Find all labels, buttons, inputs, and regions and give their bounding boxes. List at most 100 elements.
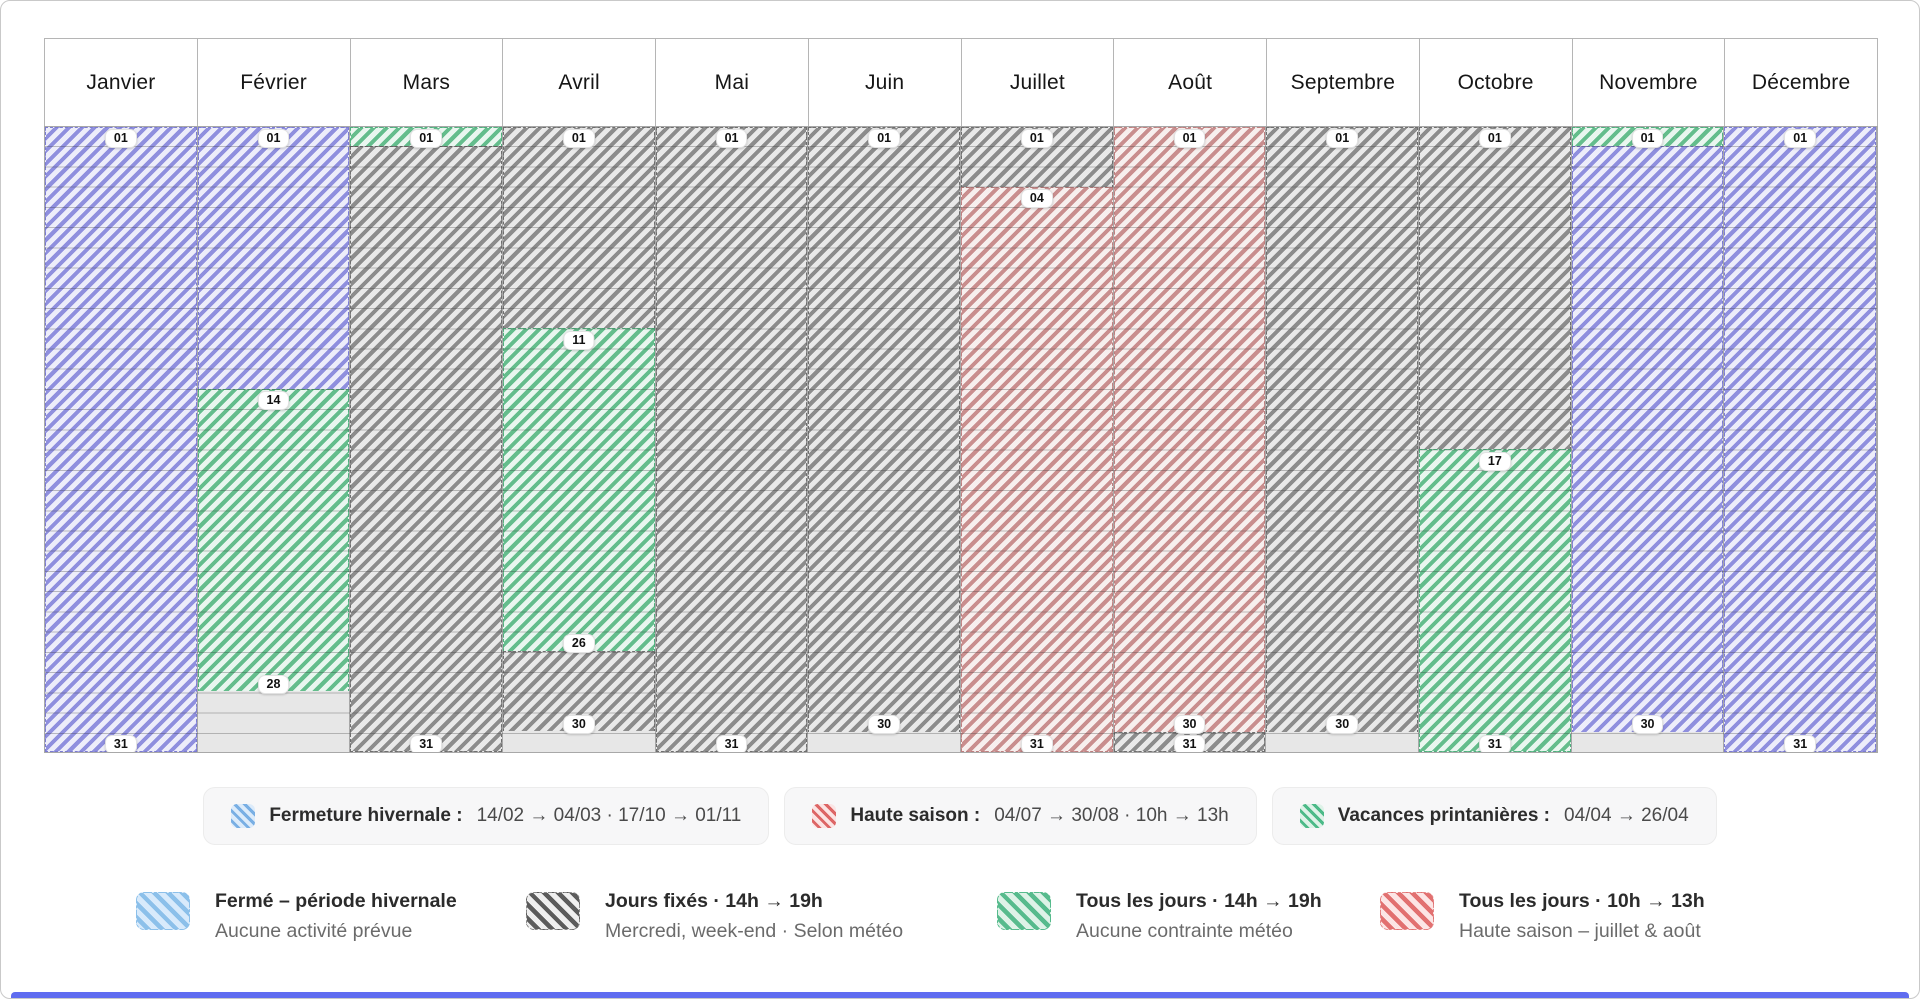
summary-badge-high[interactable]: Haute saison : 04/07 → 30/08 · 10h → 13h <box>784 787 1257 845</box>
day-label: 01 <box>715 128 748 148</box>
summary-badge-daily[interactable]: Vacances printanières : 04/04 → 26/04 <box>1271 787 1717 845</box>
day-label: 01 <box>1478 128 1511 148</box>
period-segment-none[interactable] <box>1266 731 1419 752</box>
summary-badge-closed[interactable]: Fermeture hivernale : 14/02 → 04/03 · 17/… <box>203 787 770 845</box>
legend-subtitle: Mercredi, week-end · Selon météo <box>605 920 904 942</box>
period-segment-none[interactable] <box>1571 731 1724 752</box>
month-column-fevrier: 01 14 28 <box>197 127 351 752</box>
badge-value: 14/02 → 04/03 · 17/10 → 01/11 <box>476 805 742 826</box>
month-header-row: Janvier Février Mars Avril Mai Juin Juillet Aoû… <box>44 38 1878 126</box>
month-column-octobre: 01 17 31 <box>1419 127 1572 752</box>
month-header-fevrier: Février <box>198 39 351 126</box>
period-segment-daily[interactable] <box>197 388 350 693</box>
month-header-aout: Août <box>1114 39 1267 126</box>
month-header-septembre: Septembre <box>1267 39 1420 126</box>
month-column-janvier: 01 31 <box>45 127 198 752</box>
legend-subtitle: Aucune contrainte météo <box>1076 920 1293 942</box>
daily-hatch-icon <box>1299 804 1324 828</box>
legend-subtitle: Haute saison – juillet & août <box>1459 920 1701 942</box>
period-segment-fixed[interactable] <box>1266 127 1419 733</box>
day-label: 30 <box>1173 715 1206 735</box>
period-segment-closed[interactable] <box>45 127 197 752</box>
day-label: 14 <box>257 391 290 411</box>
month-column-juillet: 01 04 31 <box>961 127 1114 752</box>
high-season-hatch-icon <box>812 804 837 828</box>
legend-row: Fermé – période hivernale Aucune activité… <box>1 890 1919 976</box>
legend-title: Fermé – période hivernale <box>215 890 457 912</box>
legend-subtitle: Aucune activité prévue <box>215 920 413 942</box>
legend-text: Fermé – période hivernale Aucune activité… <box>215 890 457 943</box>
day-label: 01 <box>1173 128 1206 148</box>
month-column-decembre: 01 31 <box>1724 127 1877 752</box>
legend-title: Jours fixés · 14h → 19h <box>605 890 823 912</box>
day-label: 17 <box>1478 452 1511 472</box>
period-segment-fixed[interactable] <box>1419 127 1571 451</box>
day-label: 01 <box>410 128 443 148</box>
legend-text: Jours fixés · 14h → 19h Mercredi, week-en… <box>605 890 903 943</box>
month-column-mars: 01 31 <box>350 127 504 752</box>
daily-hatch-swatch-icon <box>997 892 1051 930</box>
day-label: 31 <box>715 735 748 752</box>
month-header-avril: Avril <box>503 39 656 126</box>
day-label: 31 <box>1173 735 1206 752</box>
day-label: 30 <box>1631 715 1664 735</box>
period-segment-daily[interactable] <box>1419 449 1571 752</box>
closed-hatch-swatch-icon <box>136 892 190 930</box>
calendar-body: 01 31 01 14 28 01 31 01 11 26 30 01 31 01 30 01 04 31 01 30… <box>44 126 1878 753</box>
period-segment-high[interactable] <box>961 186 1113 752</box>
period-segment-none[interactable] <box>503 730 655 751</box>
day-label: 31 <box>1784 735 1817 752</box>
period-segment-closed[interactable] <box>197 127 350 390</box>
month-column-septembre: 01 30 <box>1266 127 1420 752</box>
legend-text: Tous les jours · 14h → 19h Aucune contrai… <box>1076 890 1322 943</box>
period-segment-fixed[interactable] <box>503 127 655 330</box>
period-segment-fixed[interactable] <box>808 127 961 733</box>
fixed-hatch-swatch-icon <box>526 892 580 930</box>
day-label: 31 <box>1478 735 1511 752</box>
day-label: 11 <box>563 330 595 350</box>
day-label: 30 <box>868 715 901 735</box>
period-segment-none[interactable] <box>808 731 961 752</box>
month-header-juin: Juin <box>809 39 962 126</box>
annual-calendar: Janvier Février Mars Avril Mai Juin Juillet Aoû… <box>44 38 1878 753</box>
period-segment-closed[interactable] <box>1724 127 1877 752</box>
legend-entry-fixed: Jours fixés · 14h → 19h Mercredi, week-en… <box>526 890 903 943</box>
badge-label: Haute saison : <box>850 805 981 826</box>
period-segment-daily[interactable] <box>503 328 655 652</box>
high-hatch-swatch-icon <box>1380 892 1434 930</box>
badge-label: Vacances printanières : <box>1337 805 1551 826</box>
day-label: 01 <box>562 128 595 148</box>
period-segment-fixed[interactable] <box>350 146 503 752</box>
month-column-aout: 01 30 31 <box>1113 127 1267 752</box>
month-header-novembre: Novembre <box>1573 39 1726 126</box>
legend-entry-high: Tous les jours · 10h → 13h Haute saison –… <box>1380 890 1705 943</box>
day-label: 30 <box>562 715 595 735</box>
month-header-octobre: Octobre <box>1420 39 1573 126</box>
legend-title: Tous les jours · 10h → 13h <box>1459 890 1705 912</box>
summary-badges-row: Fermeture hivernale : 14/02 → 04/03 · 17/… <box>1 787 1919 845</box>
badge-label: Fermeture hivernale : <box>269 805 463 826</box>
month-header-mai: Mai <box>656 39 809 126</box>
day-label: 30 <box>1326 715 1359 735</box>
day-label: 01 <box>868 128 901 148</box>
badge-value: 04/04 → 26/04 <box>1564 805 1689 826</box>
day-label: 01 <box>1326 128 1359 148</box>
period-segment-fixed[interactable] <box>655 127 808 752</box>
day-label: 31 <box>104 735 137 752</box>
day-label: 01 <box>1020 128 1053 148</box>
month-column-mai: 01 31 <box>655 127 809 752</box>
month-header-decembre: Décembre <box>1751 70 1851 94</box>
legend-entry-daily: Tous les jours · 14h → 19h Aucune contrai… <box>997 890 1322 943</box>
legend-title: Tous les jours · 14h → 19h <box>1076 890 1322 912</box>
closed-hatch-icon <box>231 804 256 828</box>
period-segment-none[interactable] <box>197 691 350 752</box>
bottom-bar-partial[interactable] <box>11 992 1909 998</box>
month-column-novembre: 01 30 <box>1571 127 1725 752</box>
day-label: 31 <box>410 735 443 752</box>
badge-value: 04/07 → 30/08 · 10h → 13h <box>994 805 1229 826</box>
day-label: 01 <box>104 128 137 148</box>
period-segment-closed[interactable] <box>1571 146 1724 733</box>
period-segment-high[interactable] <box>1113 127 1266 733</box>
month-header-juillet: Juillet <box>962 39 1115 126</box>
